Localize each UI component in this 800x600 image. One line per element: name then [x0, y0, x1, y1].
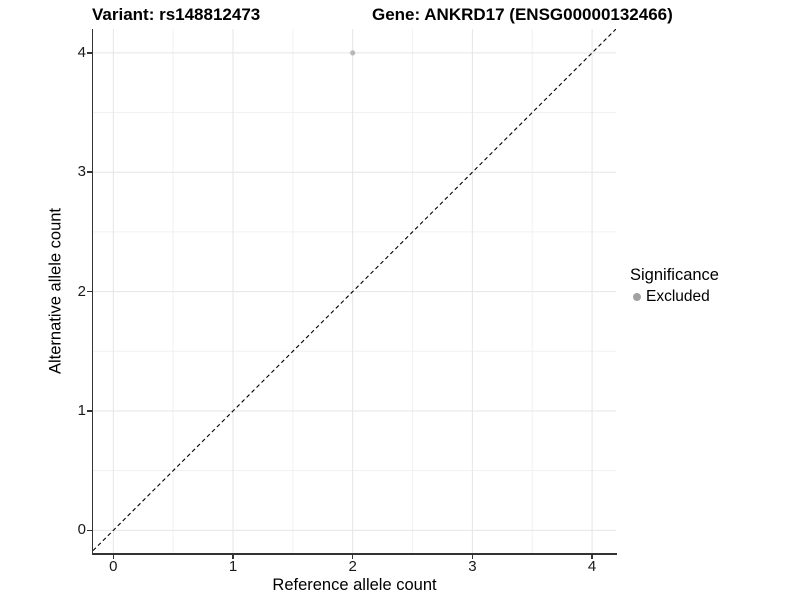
y-tick-mark [87, 290, 92, 293]
x-tick-mark [112, 554, 115, 560]
x-tick-label: 1 [228, 558, 238, 575]
y-tick-label: 4 [77, 43, 86, 61]
legend-point-icon [633, 293, 641, 301]
data-point [350, 50, 356, 56]
plot-panel [93, 29, 616, 553]
x-tick-label: 3 [468, 558, 477, 575]
legend-item-label: Excluded [646, 288, 710, 305]
x-tick-mark [232, 554, 234, 560]
y-tick-mark [87, 529, 92, 532]
y-tick-label: 0 [77, 521, 86, 539]
plot-layer [93, 29, 616, 553]
variant-title: Variant: rs148812473 [92, 5, 261, 24]
y-tick-label: 1 [77, 401, 86, 419]
y-tick-mark [87, 410, 92, 412]
y-tick-label: 2 [77, 282, 86, 300]
x-axis-line [91, 553, 617, 555]
legend-title: Significance [630, 266, 719, 284]
x-tick-mark [351, 554, 354, 560]
y-tick-mark [87, 52, 92, 54]
legend: Significance Excluded [630, 266, 719, 306]
x-tick-label: 0 [109, 558, 118, 575]
x-axis-title: Reference allele count [272, 576, 437, 594]
x-tick-mark [591, 554, 593, 560]
x-tick-label: 4 [587, 558, 597, 575]
y-tick-label: 3 [77, 163, 86, 181]
x-tick-label: 2 [348, 558, 357, 575]
y-tick-mark [87, 171, 92, 174]
y-axis-line [91, 29, 94, 555]
gene-title: Gene: ANKRD17 (ENSG00000132466) [372, 5, 673, 24]
identity-dashed-line [93, 29, 616, 552]
x-tick-mark [471, 554, 474, 560]
legend-item-excluded: Excluded [630, 288, 719, 306]
